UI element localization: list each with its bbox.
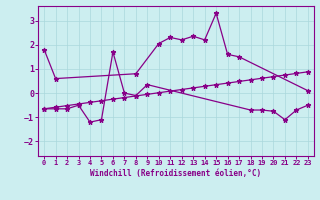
- X-axis label: Windchill (Refroidissement éolien,°C): Windchill (Refroidissement éolien,°C): [91, 169, 261, 178]
